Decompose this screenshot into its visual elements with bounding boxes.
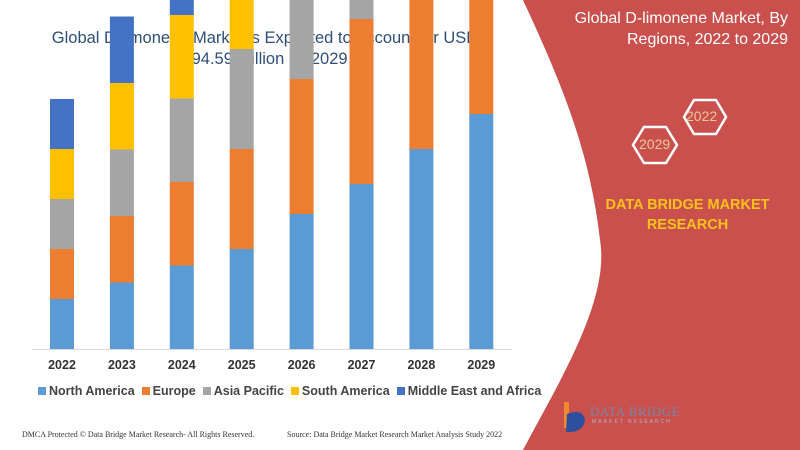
x-tick-label: 2023 xyxy=(107,358,136,372)
legend-swatch xyxy=(141,387,150,395)
bar-segment-2025-north-america xyxy=(229,249,254,349)
bar-segment-2024-asia-pacific xyxy=(169,98,194,182)
legend-label: Asia Pacific xyxy=(213,384,284,398)
legend-label: Middle East and Africa xyxy=(407,384,542,398)
bar-segment-2025-europe xyxy=(229,149,254,249)
side-panel-title: Global D-limonene Market, By Regions, 20… xyxy=(574,10,788,48)
x-tick-label: 2025 xyxy=(227,358,256,372)
bar-segment-2025-south-america xyxy=(229,0,254,49)
x-tick-label: 2024 xyxy=(167,358,196,372)
legend-item: South America xyxy=(290,384,390,398)
bar-segment-2023-north-america xyxy=(109,282,134,349)
legend-label: Europe xyxy=(152,384,196,398)
bar-segment-2029-europe xyxy=(469,0,494,114)
bar-segment-2028-north-america xyxy=(409,149,434,349)
chart-legend: North America Europe Asia Pacific South Ame… xyxy=(38,384,541,398)
bar-segment-2024-north-america xyxy=(169,265,194,349)
bar-segment-2027-asia-pacific xyxy=(349,0,374,19)
bar-segment-2022-north-america xyxy=(50,299,74,349)
legend-swatch xyxy=(38,387,46,395)
x-tick-label: 2027 xyxy=(347,358,376,372)
legend-label: South America xyxy=(301,384,390,398)
logo-subtext: MARKET RESEARCH xyxy=(592,419,672,425)
bar-segment-2029-north-america xyxy=(469,114,494,349)
source-note: Source: Data Bridge Market Research Mark… xyxy=(287,430,503,439)
hexagon-label-2029: 2029 xyxy=(639,136,671,152)
legend-item: Middle East and Africa xyxy=(396,384,542,398)
side-panel-background xyxy=(523,0,800,450)
x-tick-label: 2026 xyxy=(287,358,316,372)
legend-swatch xyxy=(290,387,299,395)
x-tick-label: 2022 xyxy=(48,358,76,372)
bar-segment-2026-asia-pacific xyxy=(289,0,314,79)
hexagon-2029 xyxy=(631,125,679,165)
bar-segment-2022-middle-east-and-africa xyxy=(50,99,74,149)
stacked-bar-chart xyxy=(32,0,512,350)
logo-icon xyxy=(564,402,585,433)
legend-item: North America xyxy=(38,384,135,398)
bar-segment-2027-europe xyxy=(349,19,374,184)
legend-label: North America xyxy=(49,384,135,398)
bar-segment-2023-asia-pacific xyxy=(109,149,134,216)
hexagon-label-2022: 2022 xyxy=(686,108,718,124)
bar-segment-2022-asia-pacific xyxy=(50,199,74,249)
bar-segment-2022-europe xyxy=(50,249,74,299)
bar-segment-2027-north-america xyxy=(349,184,374,349)
legend-swatch xyxy=(396,387,405,395)
bar-segment-2023-europe xyxy=(109,216,134,283)
brand-name: DATA BRIDGE MARKET RESEARCH xyxy=(605,197,770,233)
x-tick-label: 2028 xyxy=(407,358,436,372)
copyright-note: DMCA Protected © Data Bridge Market Rese… xyxy=(22,430,255,439)
bar-segment-2022-south-america xyxy=(50,149,74,199)
bar-segment-2023-middle-east-and-africa xyxy=(109,16,134,83)
bar-segment-2026-north-america xyxy=(289,214,314,349)
hexagon-2022 xyxy=(682,98,728,136)
legend-swatch xyxy=(202,387,211,395)
bar-segment-2024-europe xyxy=(169,182,194,266)
x-tick-label: 2029 xyxy=(467,358,496,372)
legend-item: Asia Pacific xyxy=(202,384,284,398)
bar-segment-2023-south-america xyxy=(109,83,134,150)
bar-segment-2025-asia-pacific xyxy=(229,49,254,149)
bar-segment-2026-europe xyxy=(289,79,314,214)
logo-text: DATA BRIDGE xyxy=(590,404,681,419)
bar-segment-2024-south-america xyxy=(169,15,194,99)
bar-segment-2028-europe xyxy=(409,0,434,149)
legend-item: Europe xyxy=(141,384,196,398)
bar-segment-2024-middle-east-and-africa xyxy=(169,0,194,15)
